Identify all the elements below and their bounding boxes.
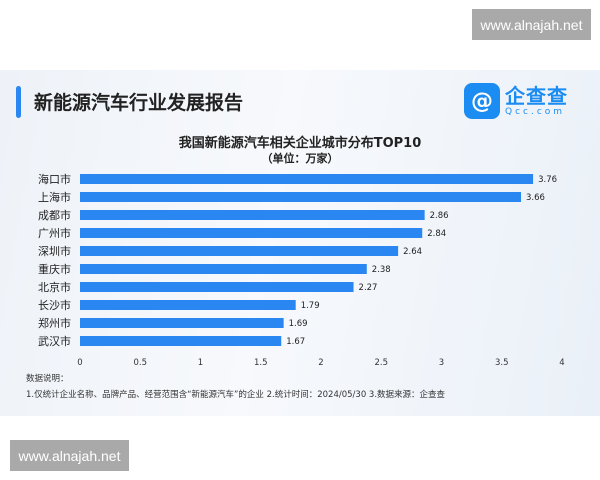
qcc-logo: @ 企查查 Qcc.com bbox=[464, 83, 568, 119]
bar bbox=[80, 336, 282, 346]
x-tick-label: 1 bbox=[198, 358, 203, 368]
watermark: www.alnajah.net bbox=[10, 440, 129, 471]
data-label: 1.67 bbox=[286, 337, 305, 347]
x-tick-label: 3.5 bbox=[495, 358, 509, 368]
logo-en: Qcc.com bbox=[505, 107, 566, 117]
data-label: 2.27 bbox=[359, 283, 378, 293]
data-label: 3.76 bbox=[538, 175, 557, 185]
bar bbox=[80, 228, 423, 238]
chart-subtitle: （单位：万家） bbox=[261, 152, 339, 165]
category-label: 长沙市 bbox=[38, 298, 71, 312]
category-label: 北京市 bbox=[38, 280, 71, 294]
bar bbox=[80, 282, 354, 292]
bar bbox=[80, 174, 534, 184]
data-label: 2.38 bbox=[372, 265, 391, 275]
x-tick-label: 0 bbox=[77, 358, 82, 368]
data-label: 1.69 bbox=[289, 319, 308, 329]
notes-heading: 数据说明： bbox=[26, 374, 69, 384]
watermark: www.alnajah.net bbox=[472, 9, 591, 40]
data-label: 3.66 bbox=[526, 193, 545, 203]
category-label: 海口市 bbox=[38, 172, 71, 186]
category-label: 武汉市 bbox=[38, 334, 71, 348]
data-label: 1.79 bbox=[301, 301, 320, 311]
category-label: 深圳市 bbox=[38, 244, 71, 258]
x-tick-label: 1.5 bbox=[254, 358, 268, 368]
logo-cn: 企查查 bbox=[505, 84, 568, 108]
bar bbox=[80, 192, 522, 202]
x-tick-label: 4 bbox=[559, 358, 564, 368]
x-tick-label: 0.5 bbox=[133, 358, 147, 368]
bar bbox=[80, 318, 284, 328]
category-label: 成都市 bbox=[38, 208, 71, 222]
data-label: 2.86 bbox=[430, 211, 449, 221]
bar bbox=[80, 264, 367, 274]
x-tick-label: 2.5 bbox=[374, 358, 388, 368]
category-label: 上海市 bbox=[38, 190, 71, 204]
notes-text: 1.仅统计企业名称、品牌产品、经营范围含“新能源汽车”的企业 2.统计时间：20… bbox=[26, 390, 446, 400]
x-tick-label: 3 bbox=[439, 358, 444, 368]
x-tick-label: 2 bbox=[318, 358, 323, 368]
chart-title: 我国新能源汽车相关企业城市分布TOP10 bbox=[178, 136, 422, 151]
title-accent bbox=[16, 86, 21, 118]
bar bbox=[80, 300, 296, 310]
report-card: 新能源汽车行业发展报告 @ 企查查 Qcc.com 我国新能源汽车相关企业城市分… bbox=[0, 70, 600, 416]
report-title: 新能源汽车行业发展报告 bbox=[34, 92, 244, 114]
category-label: 广州市 bbox=[38, 226, 71, 240]
qcc-logo-icon: @ bbox=[464, 83, 500, 119]
bar bbox=[80, 246, 399, 256]
data-label: 2.64 bbox=[403, 247, 422, 257]
category-label: 郑州市 bbox=[38, 316, 71, 330]
category-label: 重庆市 bbox=[38, 262, 71, 276]
data-label: 2.84 bbox=[427, 229, 446, 239]
bar bbox=[80, 210, 425, 220]
